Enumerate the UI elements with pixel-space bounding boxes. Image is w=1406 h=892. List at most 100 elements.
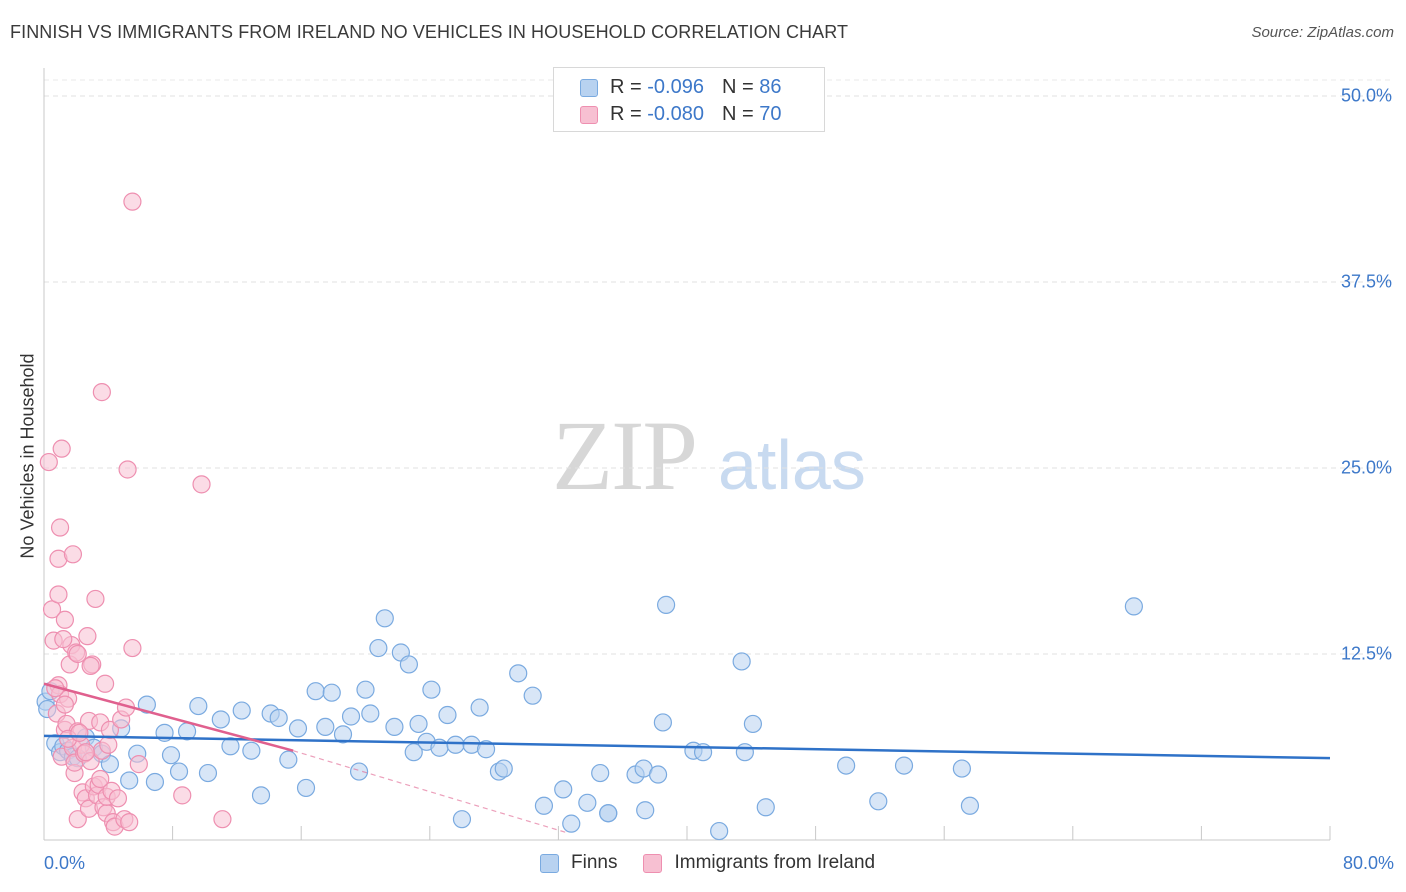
- finns-point[interactable]: [145, 772, 165, 792]
- finns-point[interactable]: [894, 756, 914, 775]
- finns-point[interactable]: [554, 780, 573, 799]
- finns-point[interactable]: [306, 682, 325, 701]
- finns-point[interactable]: [375, 609, 394, 628]
- finns-point[interactable]: [251, 786, 271, 805]
- finns-point[interactable]: [578, 793, 597, 812]
- finns-point[interactable]: [232, 701, 251, 720]
- finns-point[interactable]: [404, 743, 423, 762]
- finns-point[interactable]: [476, 740, 496, 759]
- finns-point[interactable]: [100, 755, 120, 774]
- ireland-point[interactable]: [86, 589, 105, 609]
- finns-point[interactable]: [509, 664, 528, 683]
- finns-point[interactable]: [952, 759, 971, 778]
- finns-point[interactable]: [409, 714, 428, 734]
- finns-point[interactable]: [735, 743, 754, 762]
- ireland-point[interactable]: [192, 475, 211, 494]
- ireland-point[interactable]: [55, 695, 74, 714]
- ireland-point[interactable]: [120, 813, 139, 832]
- finns-point[interactable]: [356, 680, 375, 699]
- y-tick-label: 25.0%: [1340, 457, 1392, 478]
- finns-point[interactable]: [333, 725, 353, 744]
- finns-point[interactable]: [756, 798, 775, 817]
- ireland-point[interactable]: [100, 720, 120, 739]
- finns-point[interactable]: [279, 750, 298, 769]
- finns-point[interactable]: [636, 801, 655, 820]
- n-value: 86: [759, 76, 782, 98]
- ireland-point[interactable]: [123, 638, 142, 658]
- finns-point[interactable]: [710, 821, 729, 841]
- finns-swatch: [540, 853, 559, 873]
- ireland-point[interactable]: [70, 723, 89, 742]
- ireland-point[interactable]: [95, 674, 115, 693]
- ireland-swatch: [643, 853, 663, 873]
- ireland-point[interactable]: [54, 630, 73, 649]
- finns-point[interactable]: [562, 814, 581, 833]
- legend-item-finns[interactable]: Finns: [540, 852, 617, 874]
- finns-point[interactable]: [296, 778, 316, 798]
- finns-point[interactable]: [732, 652, 751, 671]
- finns-point[interactable]: [599, 804, 618, 823]
- finns-point[interactable]: [960, 796, 980, 815]
- ireland-point[interactable]: [129, 755, 148, 774]
- ireland-point[interactable]: [63, 545, 83, 564]
- finns-point[interactable]: [349, 762, 369, 781]
- finns-point[interactable]: [470, 698, 489, 717]
- finns-point[interactable]: [288, 719, 308, 738]
- finns-point[interactable]: [316, 717, 335, 737]
- ireland-point[interactable]: [76, 743, 95, 762]
- finns-point[interactable]: [653, 713, 672, 732]
- finns-point[interactable]: [385, 717, 404, 737]
- finns-point[interactable]: [120, 771, 139, 790]
- grid-layer: [44, 79, 1392, 655]
- finns-point[interactable]: [494, 759, 513, 778]
- legend-item-ireland[interactable]: Immigrants from Ireland: [643, 852, 875, 874]
- finns-point[interactable]: [369, 638, 388, 658]
- finns-point[interactable]: [221, 737, 240, 756]
- finns-point[interactable]: [137, 695, 156, 714]
- n-value: 70: [759, 103, 782, 125]
- finns-point[interactable]: [189, 696, 208, 716]
- ireland-point[interactable]: [68, 810, 87, 829]
- finns-point[interactable]: [837, 756, 856, 775]
- ireland-point[interactable]: [81, 656, 100, 676]
- finns-point[interactable]: [341, 707, 361, 726]
- finns-point[interactable]: [534, 796, 554, 815]
- finns-point[interactable]: [361, 704, 380, 723]
- finns-point[interactable]: [452, 810, 472, 829]
- ireland-point[interactable]: [213, 810, 232, 829]
- ireland-point[interactable]: [68, 644, 87, 664]
- ireland-point[interactable]: [78, 627, 97, 646]
- finns-point[interactable]: [446, 735, 465, 754]
- ireland-point[interactable]: [173, 786, 192, 805]
- finns-point[interactable]: [523, 686, 542, 705]
- finns-point[interactable]: [422, 680, 441, 699]
- finns-point[interactable]: [657, 595, 676, 614]
- finns-point[interactable]: [161, 746, 181, 765]
- finns-point[interactable]: [322, 683, 341, 702]
- stats-legend: R = -0.096 N = 86 R = -0.080 N = 70: [553, 67, 825, 132]
- finns-point[interactable]: [1124, 597, 1143, 616]
- finns-point[interactable]: [242, 741, 261, 760]
- r-label: R =: [610, 76, 642, 98]
- finns-point[interactable]: [743, 714, 763, 734]
- finns-point[interactable]: [269, 708, 288, 728]
- finns-point[interactable]: [399, 655, 419, 674]
- finns-point[interactable]: [591, 763, 610, 783]
- finns-point[interactable]: [869, 792, 888, 811]
- ireland-point[interactable]: [91, 769, 110, 789]
- ireland-point[interactable]: [52, 439, 71, 458]
- ireland-point[interactable]: [39, 452, 58, 472]
- ireland-point[interactable]: [123, 192, 142, 211]
- n-label: N =: [721, 76, 754, 98]
- finns-point[interactable]: [169, 762, 189, 781]
- ireland-point[interactable]: [118, 460, 137, 479]
- finns-point[interactable]: [211, 710, 230, 729]
- finns-point[interactable]: [648, 765, 668, 784]
- ireland-point[interactable]: [108, 789, 128, 808]
- finns-point[interactable]: [438, 705, 457, 725]
- ireland-point[interactable]: [55, 610, 74, 629]
- ireland-point[interactable]: [50, 518, 70, 537]
- ireland-point[interactable]: [92, 383, 111, 402]
- ireland-point[interactable]: [49, 585, 68, 604]
- finns-point[interactable]: [198, 763, 218, 783]
